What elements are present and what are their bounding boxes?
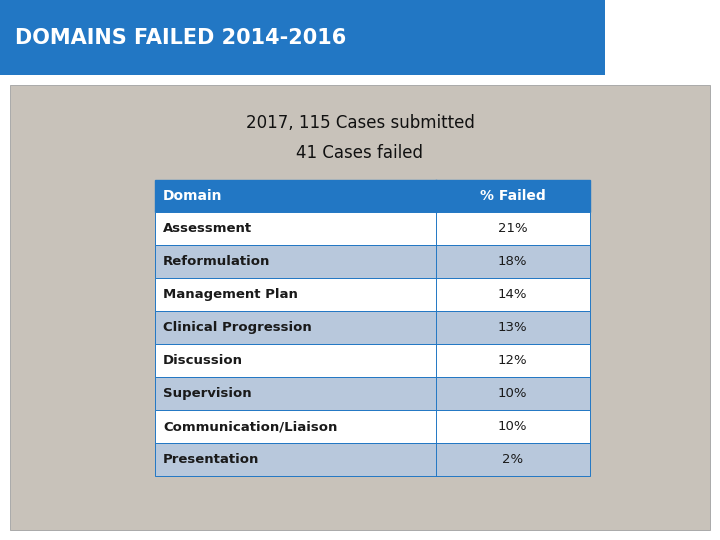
Text: 10%: 10% bbox=[498, 420, 528, 433]
Bar bbox=[155, 180, 590, 212]
Text: % Failed: % Failed bbox=[480, 189, 546, 203]
Text: 14%: 14% bbox=[498, 288, 528, 301]
Bar bbox=[155, 377, 590, 410]
Text: DOMAINS FAILED 2014-2016: DOMAINS FAILED 2014-2016 bbox=[15, 28, 346, 48]
Text: Communication/Liaison: Communication/Liaison bbox=[163, 420, 338, 433]
Text: Presentation: Presentation bbox=[163, 453, 259, 466]
Text: 2%: 2% bbox=[503, 453, 523, 466]
Bar bbox=[155, 212, 590, 245]
Bar bbox=[155, 278, 590, 311]
Text: 12%: 12% bbox=[498, 354, 528, 367]
Text: Domain: Domain bbox=[163, 189, 222, 203]
Text: 41 Cases failed: 41 Cases failed bbox=[297, 144, 423, 162]
Bar bbox=[0, 0, 605, 75]
Bar bbox=[155, 311, 590, 344]
Bar bbox=[155, 344, 590, 377]
Bar bbox=[155, 245, 590, 278]
Text: 2017, 115 Cases submitted: 2017, 115 Cases submitted bbox=[246, 114, 474, 132]
Text: Management Plan: Management Plan bbox=[163, 288, 298, 301]
Text: 13%: 13% bbox=[498, 321, 528, 334]
Text: 21%: 21% bbox=[498, 222, 528, 235]
Text: Discussion: Discussion bbox=[163, 354, 243, 367]
Bar bbox=[155, 410, 590, 443]
Bar bbox=[155, 443, 590, 476]
Text: Assessment: Assessment bbox=[163, 222, 252, 235]
Text: 18%: 18% bbox=[498, 255, 528, 268]
Text: Reformulation: Reformulation bbox=[163, 255, 271, 268]
Text: Clinical Progression: Clinical Progression bbox=[163, 321, 312, 334]
Text: Supervision: Supervision bbox=[163, 387, 251, 400]
Bar bbox=[10, 85, 710, 530]
Text: 10%: 10% bbox=[498, 387, 528, 400]
